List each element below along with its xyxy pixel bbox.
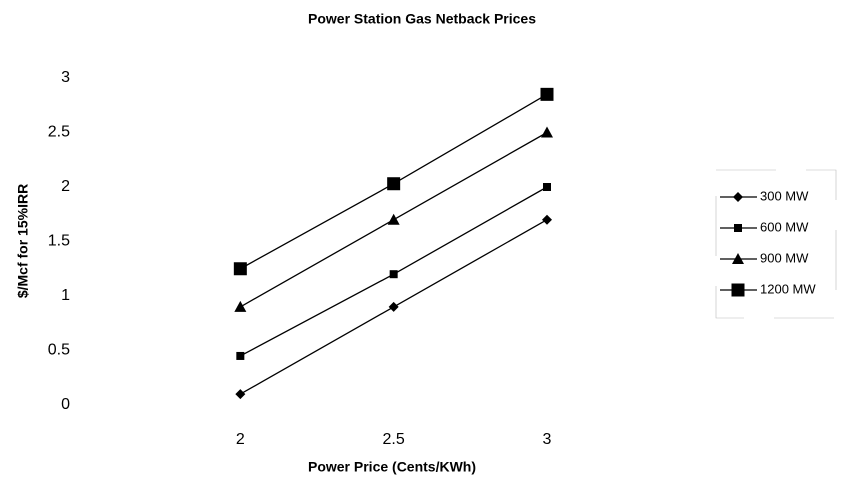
marker — [387, 177, 401, 191]
marker — [236, 351, 245, 360]
y-tick-label: 3 — [61, 69, 70, 86]
marker — [542, 214, 552, 225]
marker — [541, 126, 553, 138]
marker — [732, 253, 744, 264]
y-axis-title: $/Mcf for 15%IRR — [15, 184, 31, 298]
legend-label: 1200 MW — [760, 281, 816, 296]
legend-label: 300 MW — [760, 188, 809, 203]
y-tick-label: 0 — [61, 396, 70, 413]
marker — [543, 183, 551, 191]
y-tick-label: 2.5 — [48, 124, 70, 141]
marker — [734, 224, 742, 232]
legend-label: 900 MW — [760, 250, 809, 265]
chart-title: Power Station Gas Netback Prices — [308, 11, 536, 27]
marker — [234, 300, 247, 312]
marker — [731, 283, 745, 297]
marker — [733, 192, 743, 202]
legend-label: 600 MW — [760, 219, 809, 234]
legend-box — [715, 169, 837, 319]
y-tick-label: 2 — [61, 178, 70, 195]
marker — [387, 213, 400, 225]
x-tick-label: 3 — [543, 431, 552, 448]
y-tick-label: 1.5 — [48, 233, 70, 250]
x-tick-label: 2.5 — [383, 431, 405, 448]
marker — [540, 87, 554, 101]
x-tick-label: 2 — [236, 431, 245, 448]
marker — [389, 270, 398, 279]
x-axis-title: Power Price (Cents/KWh) — [308, 459, 476, 475]
marker — [235, 389, 246, 400]
y-tick-label: 1 — [61, 287, 70, 304]
marker — [388, 301, 399, 312]
y-tick-label: 0.5 — [48, 342, 70, 359]
marker — [233, 262, 247, 276]
